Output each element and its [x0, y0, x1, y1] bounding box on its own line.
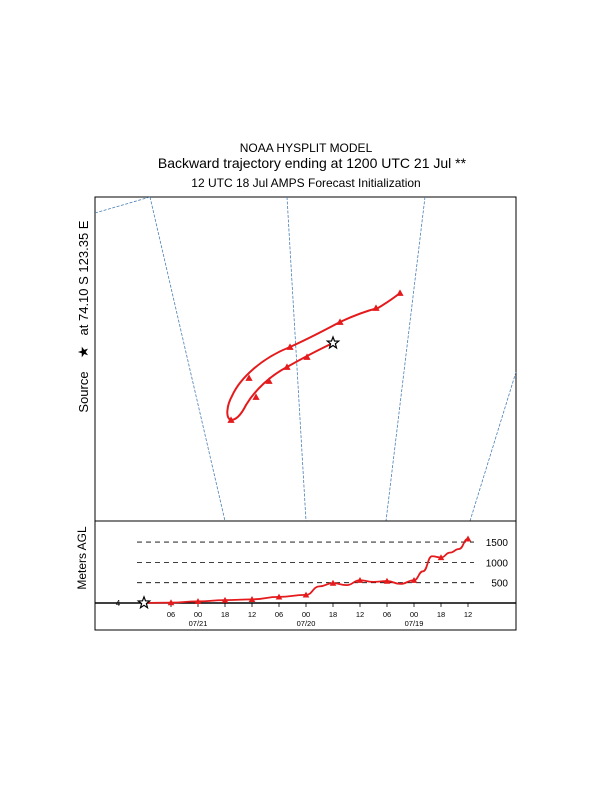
x-tick-label: 12: [248, 610, 256, 619]
y-axis-label: Meters AGL: [75, 526, 89, 590]
trajectory-line: [226, 292, 401, 422]
trajectory-marker: [227, 416, 235, 423]
x-tick-label: 00: [302, 610, 310, 619]
x-tick-label: 00: [410, 610, 418, 619]
y-tick-label: 500: [491, 579, 508, 590]
trajectory-marker: [283, 363, 291, 370]
height-reference-lines: 1500 1000 500: [137, 538, 508, 590]
header-initialization: 12 UTC 18 Jul AMPS Forecast Initializati…: [191, 176, 420, 190]
height-marker: [464, 535, 472, 542]
y-tick-label: 1500: [486, 538, 509, 549]
source-location: at 74.10 S 123.35 E: [76, 220, 91, 335]
header-model-name: NOAA HYSPLIT MODEL: [240, 141, 373, 155]
source-label-group: Source ★ at 74.10 S 123.35 E: [75, 220, 91, 412]
x-tick-label: 00: [194, 610, 202, 619]
height-marker: [248, 596, 256, 602]
trajectory-marker: [396, 289, 404, 296]
height-marker: [275, 593, 283, 600]
trajectory-map: [94, 196, 517, 522]
trajectory-marker: [245, 374, 253, 381]
trajectory-track: [226, 292, 401, 422]
x-tick-label: 06: [275, 610, 283, 619]
source-star-icon: ★: [75, 346, 91, 359]
source-star-marker: [325, 335, 341, 350]
height-marker: [329, 579, 337, 586]
y-tick-label: 1000: [486, 558, 509, 569]
map-gridline: [286, 196, 307, 522]
trajectory-marker: [372, 304, 380, 311]
x-tick-label: 06: [383, 610, 391, 619]
height-marker: [221, 596, 229, 603]
trajectory-marker: [252, 393, 260, 400]
height-marker: [194, 598, 202, 605]
x-tick-label: 06: [167, 610, 175, 619]
height-series: [136, 535, 472, 610]
map-gridline: [149, 196, 226, 522]
header-trajectory-title: Backward trajectory ending at 1200 UTC 2…: [158, 155, 467, 171]
map-gridline: [94, 196, 151, 214]
x-date-label: 07/20: [297, 619, 316, 628]
source-label: Source: [76, 371, 91, 412]
source-height-label: 4: [116, 599, 121, 608]
map-gridline: [385, 196, 426, 522]
x-date-label: 07/19: [405, 619, 424, 628]
x-tick-label: 12: [464, 610, 472, 619]
height-marker: [356, 576, 364, 583]
height-marker: [437, 554, 445, 561]
height-profile-chart: Meters AGL 4 1500 1000 500 06 00 18 12 06 00 18 1…: [75, 520, 517, 631]
map-gridline: [469, 371, 517, 522]
height-marker: [383, 577, 391, 584]
trajectory-marker: [265, 377, 273, 384]
trajectory-marker: [336, 318, 344, 325]
x-tick-label: 18: [437, 610, 445, 619]
height-marker: [167, 599, 175, 606]
x-tick-label: 18: [329, 610, 337, 619]
trajectory-marker: [286, 343, 294, 350]
map-gridlines: [94, 196, 517, 522]
height-marker: [410, 576, 418, 583]
x-tick-label: 18: [221, 610, 229, 619]
height-marker: [302, 591, 310, 598]
x-axis-ticks: 06 00 18 12 06 00 18 12 06 00 18 12 07/21 07/20 07/19: [167, 603, 472, 628]
trajectory-markers: [227, 289, 404, 423]
trajectory-marker: [303, 353, 311, 360]
height-frame: [94, 520, 517, 631]
source-star-marker: [136, 595, 152, 610]
x-date-label: 07/21: [189, 619, 208, 628]
x-tick-label: 12: [356, 610, 364, 619]
